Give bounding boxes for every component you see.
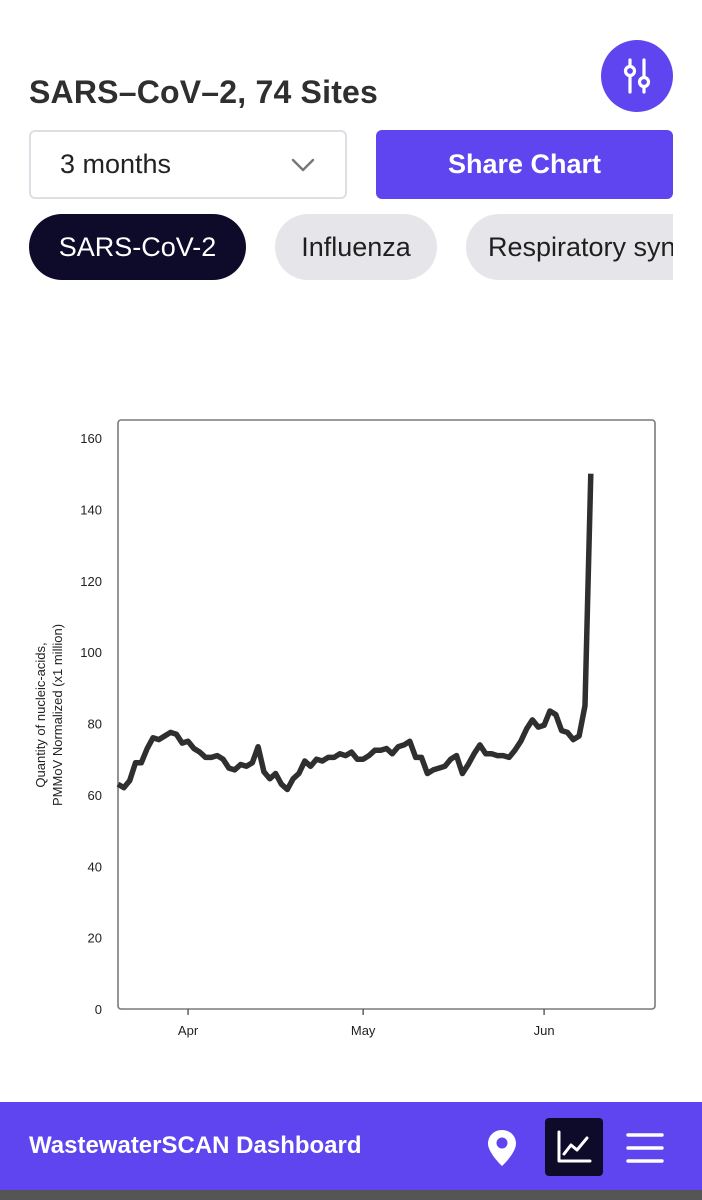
tab-influenza[interactable]: Influenza — [275, 214, 437, 280]
chevron-down-icon — [291, 158, 315, 172]
page-title: SARS–CoV–2, 74 Sites — [29, 74, 379, 110]
y-axis-label-line-1: Quantity of nucleic-acids, — [33, 642, 48, 787]
y-tick-label: 80 — [88, 717, 102, 732]
y-tick-label: 20 — [88, 931, 102, 946]
plot-frame — [117, 419, 656, 1010]
y-tick-label: 60 — [88, 788, 102, 803]
series-line — [116, 473, 594, 793]
y-tick-label: 100 — [80, 645, 102, 660]
brand-name[interactable]: WastewaterSCAN Dashboard — [29, 1132, 362, 1159]
filter-settings-button[interactable] — [601, 40, 673, 112]
menu-nav-button[interactable] — [622, 1122, 668, 1174]
bottom-navigation: WastewaterSCAN Dashboard — [0, 1102, 702, 1200]
y-axis-label-line-2: PMMoV Normalized (x1 million) — [50, 624, 65, 806]
x-tick-label: Jun — [534, 1023, 555, 1038]
home-indicator-strip — [0, 1190, 702, 1200]
line-chart-icon — [557, 1130, 592, 1163]
wastewater-line-chart: 0 20 40 60 80 100 120 140 160 Apr May Jun Quantity… — [33, 419, 656, 1038]
share-chart-button[interactable]: Share Chart — [376, 130, 673, 199]
y-tick-label: 40 — [88, 859, 102, 874]
tab-rsv[interactable]: Respiratory syncytial virus — [466, 214, 673, 280]
time-range-value: 3 months — [60, 149, 172, 179]
map-nav-button[interactable] — [480, 1120, 524, 1176]
x-tick-label: May — [351, 1023, 376, 1038]
y-tick-label: 120 — [80, 574, 102, 589]
tab-sars-cov-2[interactable]: SARS-CoV-2 — [29, 214, 246, 280]
hamburger-menu-icon — [626, 1133, 664, 1163]
sliders-icon — [623, 58, 651, 94]
y-tick-label: 160 — [80, 431, 102, 446]
pathogen-tabs: SARS-CoV-2 Influenza Respiratory syncyti… — [29, 214, 673, 280]
map-pin-icon — [488, 1130, 516, 1166]
y-tick-label: 140 — [80, 502, 102, 517]
y-tick-label: 0 — [95, 1002, 102, 1017]
time-range-select[interactable]: 3 months — [29, 130, 347, 199]
chart-nav-button[interactable] — [545, 1118, 603, 1176]
x-tick-label: Apr — [178, 1023, 199, 1038]
